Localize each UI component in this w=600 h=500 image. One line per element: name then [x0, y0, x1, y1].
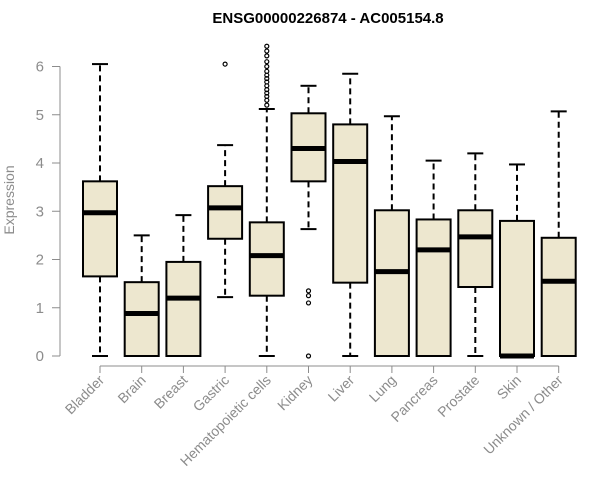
box-hematopoietic-cells	[248, 43, 285, 357]
x-tick-label: Unknown / Other	[480, 372, 566, 458]
iqr-box	[415, 218, 452, 357]
outlier-point	[264, 68, 270, 74]
outlier-point	[264, 79, 270, 85]
y-tick-label: 0	[36, 348, 44, 365]
iqr-box	[499, 219, 535, 357]
outlier-point	[264, 75, 270, 82]
iqr-box	[373, 209, 410, 357]
x-tick-label: Liver	[325, 372, 358, 405]
y-tick-label: 5	[36, 107, 44, 124]
iqr-box	[165, 260, 202, 358]
chart-title: ENSG00000226874 - AC005154.8	[212, 10, 443, 27]
iqr-box	[540, 236, 577, 358]
outlier-point	[264, 59, 270, 65]
y-tick-label: 1	[36, 300, 44, 317]
y-tick-label: 6	[36, 59, 44, 76]
box-liver	[332, 72, 369, 357]
x-tick-label: Lung	[366, 372, 399, 405]
box-lung	[373, 115, 410, 357]
outlier-point	[264, 93, 270, 100]
y-tick-label: 4	[36, 155, 44, 172]
box-breast	[165, 214, 202, 358]
box-gastric	[207, 61, 244, 299]
outlier-point	[264, 90, 270, 96]
outlier-point	[305, 293, 312, 299]
outlier-point	[222, 61, 228, 67]
box-bladder	[82, 63, 118, 357]
box-brain	[123, 234, 160, 357]
outlier-point	[305, 288, 312, 294]
iqr-box	[332, 123, 369, 284]
outlier-point	[264, 53, 270, 59]
x-tick-label: Breast	[151, 372, 191, 412]
x-tick-label: Kidney	[274, 372, 316, 414]
outlier-point	[264, 48, 270, 54]
iqr-box	[82, 180, 118, 278]
box-skin	[499, 163, 535, 359]
iqr-box	[207, 185, 244, 240]
plot-area	[82, 43, 577, 359]
iqr-box	[457, 209, 494, 289]
x-tick-label: Brain	[114, 372, 148, 406]
outlier-point	[264, 43, 270, 49]
outlier-point	[305, 353, 312, 359]
x-tick-label: Skin	[494, 372, 525, 403]
y-tick-label: 3	[36, 203, 44, 220]
iqr-box	[248, 221, 285, 297]
y-tick-label: 2	[36, 252, 44, 269]
box-unknown-other	[540, 110, 577, 358]
iqr-box	[123, 281, 160, 357]
box-kidney	[290, 84, 327, 359]
box-pancreas	[415, 159, 452, 357]
x-tick-label: Prostate	[434, 372, 482, 420]
y-axis: 0 1 2 3 4 5 6	[36, 59, 61, 365]
x-tick-label: Bladder	[62, 372, 108, 418]
box-prostate	[457, 152, 494, 357]
y-axis-label: Expression	[1, 165, 17, 234]
outlier-point	[305, 300, 312, 306]
outlier-point	[264, 63, 270, 70]
outlier-point	[264, 102, 270, 108]
